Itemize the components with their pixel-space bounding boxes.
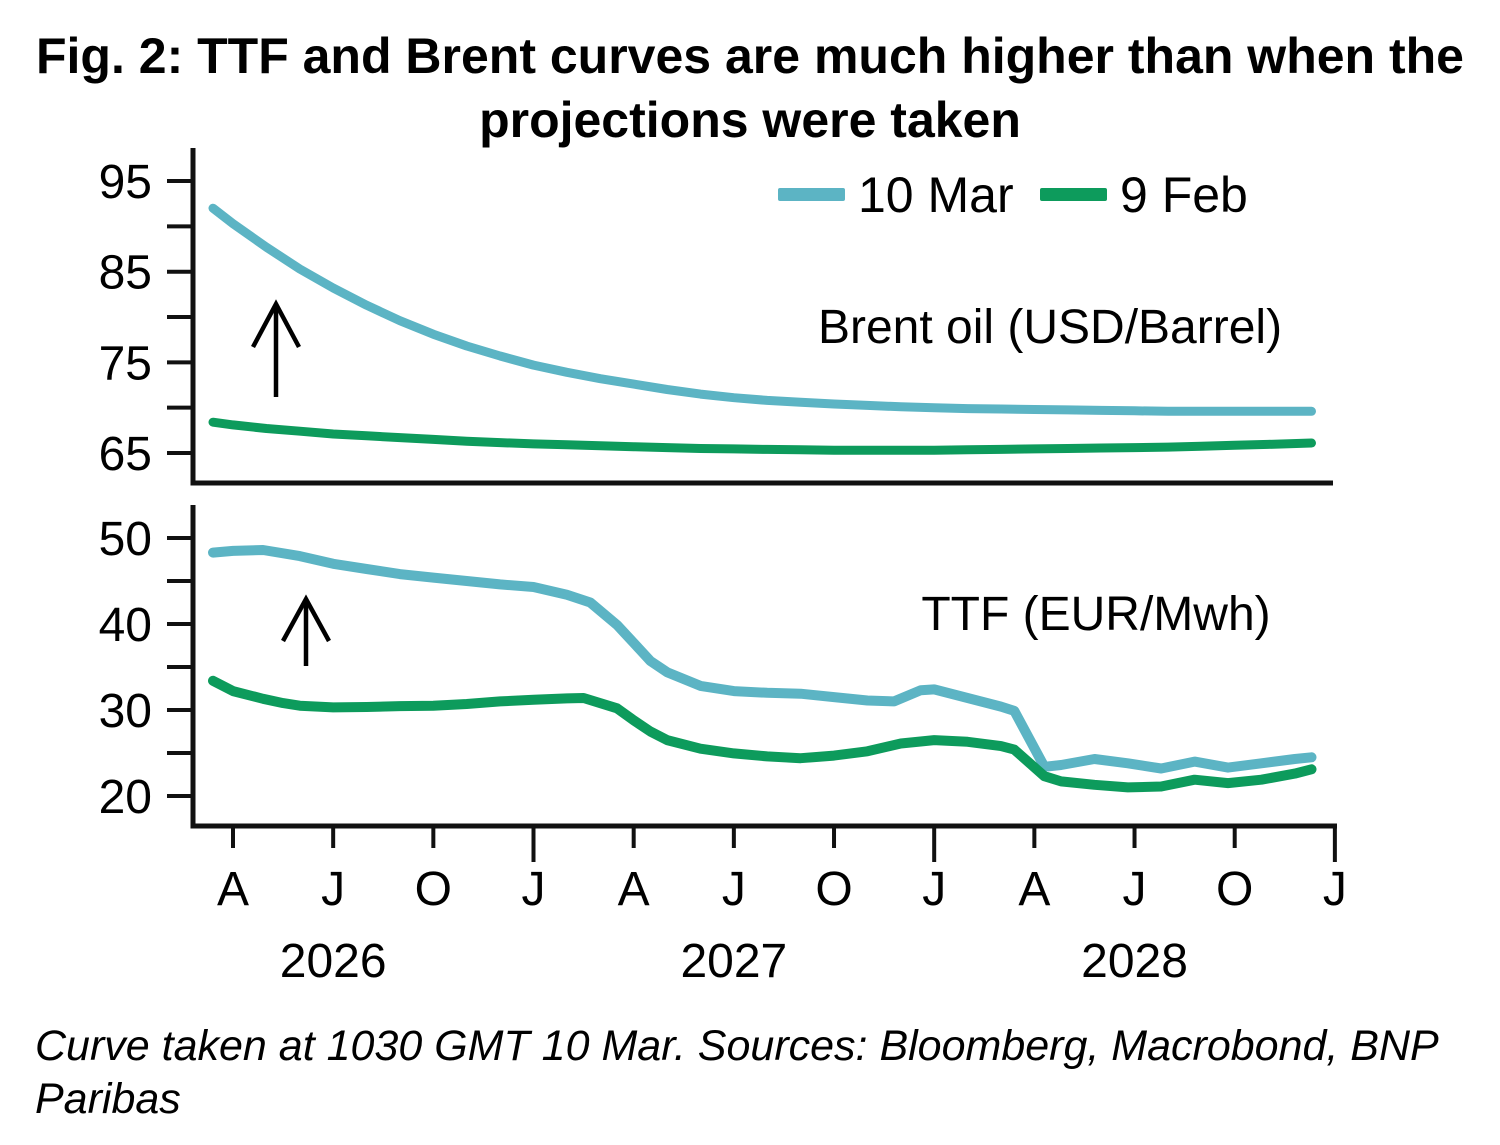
ttf-panel-label: TTF (EUR/Mwh)	[921, 588, 1270, 641]
ttf-axis	[190, 505, 1337, 829]
x-tick-label: J	[722, 863, 746, 916]
up-arrow-icon	[281, 594, 331, 643]
brent-y-tick-label: 65	[99, 428, 152, 481]
figure-title-line2: projections were taken	[479, 92, 1021, 148]
brent-line-9feb	[208, 417, 1316, 455]
ttf-y-tick-label: 30	[99, 685, 152, 738]
ttf-y-tick-label: 50	[99, 513, 152, 566]
brent-line-10mar	[208, 203, 1316, 416]
source-note: Curve taken at 1030 GMT 10 Mar. Sources:…	[35, 1020, 1475, 1126]
figure-title: Fig. 2: TTF and Brent curves are much hi…	[0, 24, 1500, 152]
brent-y-tick-label: 85	[99, 247, 152, 300]
x-tick-label: J	[1123, 863, 1147, 916]
legend-swatch-10mar	[778, 188, 845, 201]
brent-panel-label: Brent oil (USD/Barrel)	[818, 301, 1282, 354]
brent-y-tick-label: 95	[99, 156, 152, 209]
x-tick-label: J	[1323, 863, 1347, 916]
up-arrow-icon	[251, 299, 301, 349]
x-tick-label: O	[815, 863, 852, 916]
ttf-y-tick-label: 20	[99, 771, 152, 824]
x-year-label: 2028	[1081, 935, 1188, 988]
x-tick-label: A	[618, 863, 650, 916]
ttf-line-9feb	[208, 675, 1317, 793]
x-tick-label: O	[415, 863, 452, 916]
ttf-line-10mar	[208, 545, 1317, 774]
x-tick-label: A	[1018, 863, 1050, 916]
ttf-y-tick-label: 40	[99, 599, 152, 652]
x-tick-label: A	[217, 863, 249, 916]
x-year-label: 2027	[680, 935, 787, 988]
x-tick-label: J	[922, 863, 946, 916]
figure-title-line1: Fig. 2: TTF and Brent curves are much hi…	[36, 28, 1464, 84]
x-tick-label: J	[522, 863, 546, 916]
legend-label-10mar: 10 Mar	[858, 167, 1014, 223]
brent-axis	[190, 148, 1333, 486]
x-tick-label: J	[321, 863, 345, 916]
legend-swatch-9feb	[1040, 188, 1107, 201]
source-note-line1: Curve taken at 1030 GMT 10 Mar. Sources:…	[35, 1022, 1439, 1070]
x-year-label: 2026	[280, 935, 387, 988]
source-note-line2: Paribas	[35, 1075, 181, 1123]
x-tick-label: O	[1216, 863, 1253, 916]
legend-label-9feb: 9 Feb	[1120, 167, 1248, 223]
brent-y-tick-label: 75	[99, 337, 152, 390]
